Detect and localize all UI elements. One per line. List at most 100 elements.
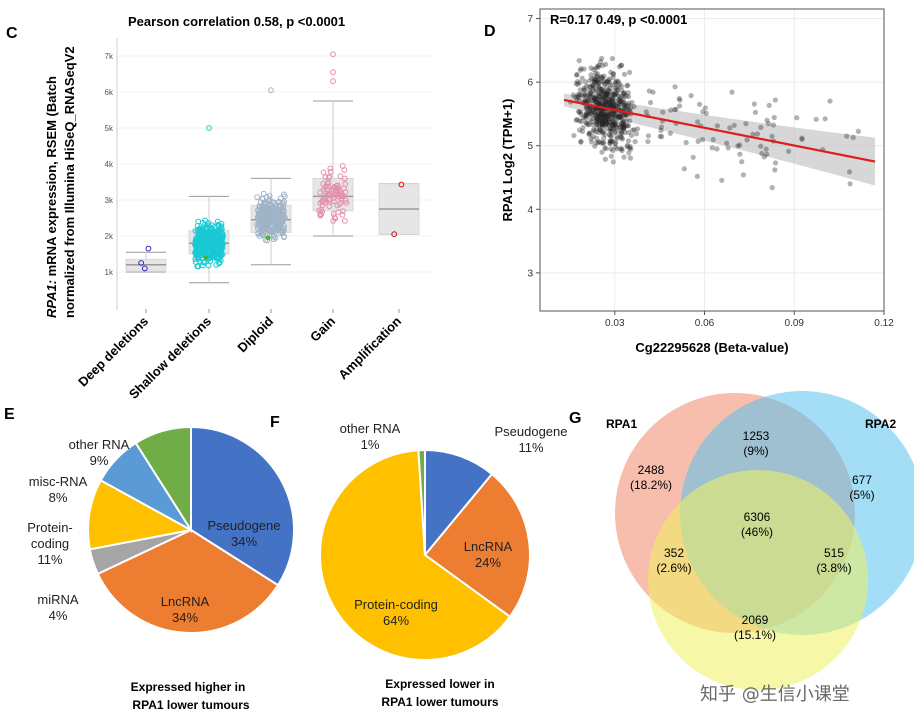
panel-d-points	[567, 55, 861, 191]
data-point	[592, 70, 599, 76]
data-point	[210, 238, 216, 245]
data-point	[605, 100, 612, 106]
data-point	[599, 119, 605, 125]
data-point	[625, 82, 631, 88]
data-point	[758, 124, 764, 130]
slice-label-line: LncRNA	[464, 539, 513, 554]
data-point	[590, 85, 596, 91]
data-point	[601, 114, 607, 120]
data-point	[607, 138, 614, 144]
y-tick-label: 5	[527, 141, 533, 152]
data-point	[628, 146, 634, 152]
data-point	[218, 252, 225, 259]
data-point	[643, 109, 649, 115]
data-point	[270, 206, 277, 213]
slice-label-line: 8%	[49, 490, 68, 505]
data-point	[603, 101, 609, 107]
data-point	[587, 117, 593, 123]
data-point	[737, 142, 743, 148]
data-point	[335, 191, 342, 198]
data-point	[603, 92, 609, 99]
slice-label-line: 9%	[90, 453, 109, 468]
data-point	[645, 133, 652, 139]
data-point	[619, 148, 625, 154]
data-point	[256, 203, 263, 210]
data-point	[596, 97, 602, 104]
data-point	[593, 116, 600, 122]
data-point	[614, 134, 620, 140]
data-point	[627, 69, 633, 75]
data-point	[631, 127, 637, 133]
data-point	[594, 122, 600, 128]
slice-label-line: miRNA	[37, 592, 78, 607]
data-point	[615, 86, 621, 92]
data-point	[593, 87, 600, 93]
data-point	[599, 122, 606, 128]
data-point	[625, 106, 631, 113]
venn-percent: (15.1%)	[734, 628, 776, 642]
data-point	[727, 125, 733, 131]
data-point	[596, 121, 603, 127]
panel-c-ylabel-line2: normalized from Illumina HiSeQ_RNASeqV2	[62, 46, 77, 318]
data-point	[577, 87, 583, 93]
data-point	[609, 103, 616, 109]
data-point	[601, 78, 607, 84]
data-point	[275, 208, 282, 214]
data-point	[335, 209, 342, 215]
venn-set-label: RPA2	[865, 417, 896, 431]
panel-label-g: G	[569, 410, 581, 427]
data-point	[590, 126, 597, 133]
venn-count: 2488	[638, 463, 665, 477]
data-point	[591, 78, 597, 84]
data-point	[599, 121, 605, 127]
data-point	[138, 260, 145, 266]
data-point	[598, 112, 604, 118]
data-point	[586, 131, 592, 137]
data-point	[611, 92, 617, 98]
venn-region-label: 515 (3.8%)	[816, 546, 851, 575]
data-point	[619, 135, 625, 141]
data-point	[200, 240, 207, 247]
venn-count: 515	[824, 546, 844, 560]
panel-e: E Pseudogene 34%LncRNA 34%miRNA 4%Protein-c…	[4, 406, 295, 712]
data-point	[605, 116, 612, 122]
data-point	[658, 127, 664, 133]
data-point	[209, 244, 216, 251]
data-point	[592, 94, 598, 100]
data-point	[647, 99, 654, 106]
data-point	[609, 138, 615, 144]
data-point	[604, 116, 610, 123]
data-point	[751, 101, 757, 107]
data-point	[599, 117, 605, 124]
data-point	[770, 122, 777, 128]
data-point	[610, 96, 617, 102]
data-point	[590, 83, 597, 89]
data-point	[599, 124, 606, 130]
data-point	[603, 99, 609, 105]
data-point	[216, 227, 223, 233]
data-point	[612, 141, 618, 147]
data-point	[605, 93, 611, 99]
data-point	[598, 86, 604, 93]
data-point	[602, 156, 608, 162]
data-point	[589, 76, 595, 82]
data-point	[571, 132, 577, 139]
data-point	[596, 122, 602, 128]
data-point	[280, 212, 287, 219]
data-point	[611, 122, 618, 128]
data-point	[613, 79, 619, 85]
data-point	[595, 117, 602, 124]
data-point	[607, 88, 613, 95]
data-point	[613, 113, 619, 119]
data-point	[586, 87, 592, 94]
data-point	[625, 90, 631, 96]
data-point	[266, 192, 273, 199]
y-tick-label: 5k	[105, 124, 114, 133]
panel-g: G RPA1 RPA2 2488 (18.2%) 1253 (9%) 677 (5%) 6306…	[569, 391, 914, 690]
data-point	[577, 80, 583, 86]
data-point	[611, 82, 617, 88]
panel-c-plot	[125, 51, 420, 284]
y-tick-label: 1k	[105, 268, 114, 277]
data-point	[603, 112, 609, 118]
